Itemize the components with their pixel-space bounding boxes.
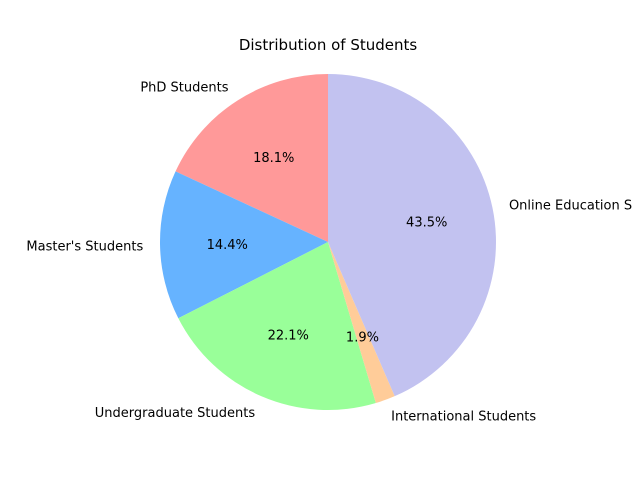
slice-percent-label: 18.1% xyxy=(253,151,294,166)
slice-percent-label: 22.1% xyxy=(268,329,309,344)
pie-slice-4 xyxy=(328,242,395,404)
slice-category-label: Undergraduate Students xyxy=(95,406,256,421)
chart-title: Distribution of Students xyxy=(239,36,418,54)
pie-slice-3 xyxy=(178,242,376,410)
slice-percent-label: 1.9% xyxy=(346,331,379,346)
pie-slices xyxy=(159,74,496,410)
slice-percent-label: 14.4% xyxy=(207,238,248,253)
pie-slice-1 xyxy=(175,74,328,242)
pie-slice-2 xyxy=(159,171,328,319)
pie-slice-5 xyxy=(328,74,496,397)
slice-category-label: PhD Students xyxy=(140,80,228,95)
slice-percent-label: 43.5% xyxy=(406,216,447,231)
pie-labels: 18.1% PhD Students 14.4% Master's Students 2… xyxy=(26,80,632,424)
slice-category-label: International Students xyxy=(391,410,536,425)
slice-category-label: Online Education S xyxy=(509,199,632,214)
slice-category-label: Master's Students xyxy=(26,239,143,254)
